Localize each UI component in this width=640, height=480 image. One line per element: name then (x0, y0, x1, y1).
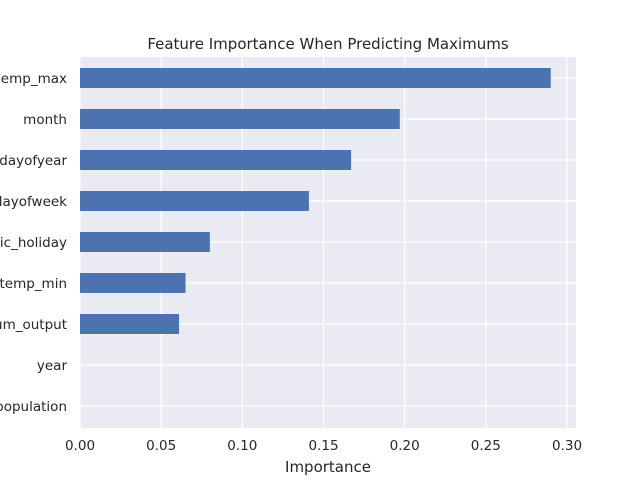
y-tick-label: emp_max (1, 71, 67, 87)
x-tick-label: 0.30 (552, 438, 582, 454)
y-tick-label: layofweek (0, 194, 67, 210)
y-tick-label: dayofyear (0, 153, 67, 169)
y-tick-label: um_output (0, 317, 67, 333)
y-tick-label: month (23, 112, 67, 128)
y-tick-label: population (0, 399, 67, 415)
bar-emp_max (80, 68, 551, 88)
y-tick-label: temp_min (0, 276, 67, 292)
x-tick-label: 0.15 (308, 438, 338, 454)
bar-dayofyear (80, 150, 352, 170)
chart-title: Feature Importance When Predicting Maxim… (147, 35, 509, 53)
bar-ic_holiday (80, 232, 210, 252)
bar-um_output (80, 314, 180, 334)
y-tick-label: year (37, 358, 68, 374)
x-axis-label: Importance (285, 458, 371, 476)
x-tick-label: 0.25 (471, 438, 501, 454)
bar-temp_min (80, 273, 186, 293)
x-tick-label: 0.10 (227, 438, 257, 454)
bars (80, 68, 551, 334)
y-tick-label: ic_holiday (0, 235, 67, 251)
x-tick-label: 0.05 (146, 438, 176, 454)
bar-month (80, 109, 400, 129)
x-tick-label: 0.20 (390, 438, 420, 454)
x-tick-labels: 0.00 0.05 0.10 0.15 0.20 0.25 0.30 (65, 438, 582, 454)
bar-layofweek (80, 191, 309, 211)
x-tick-label: 0.00 (65, 438, 95, 454)
